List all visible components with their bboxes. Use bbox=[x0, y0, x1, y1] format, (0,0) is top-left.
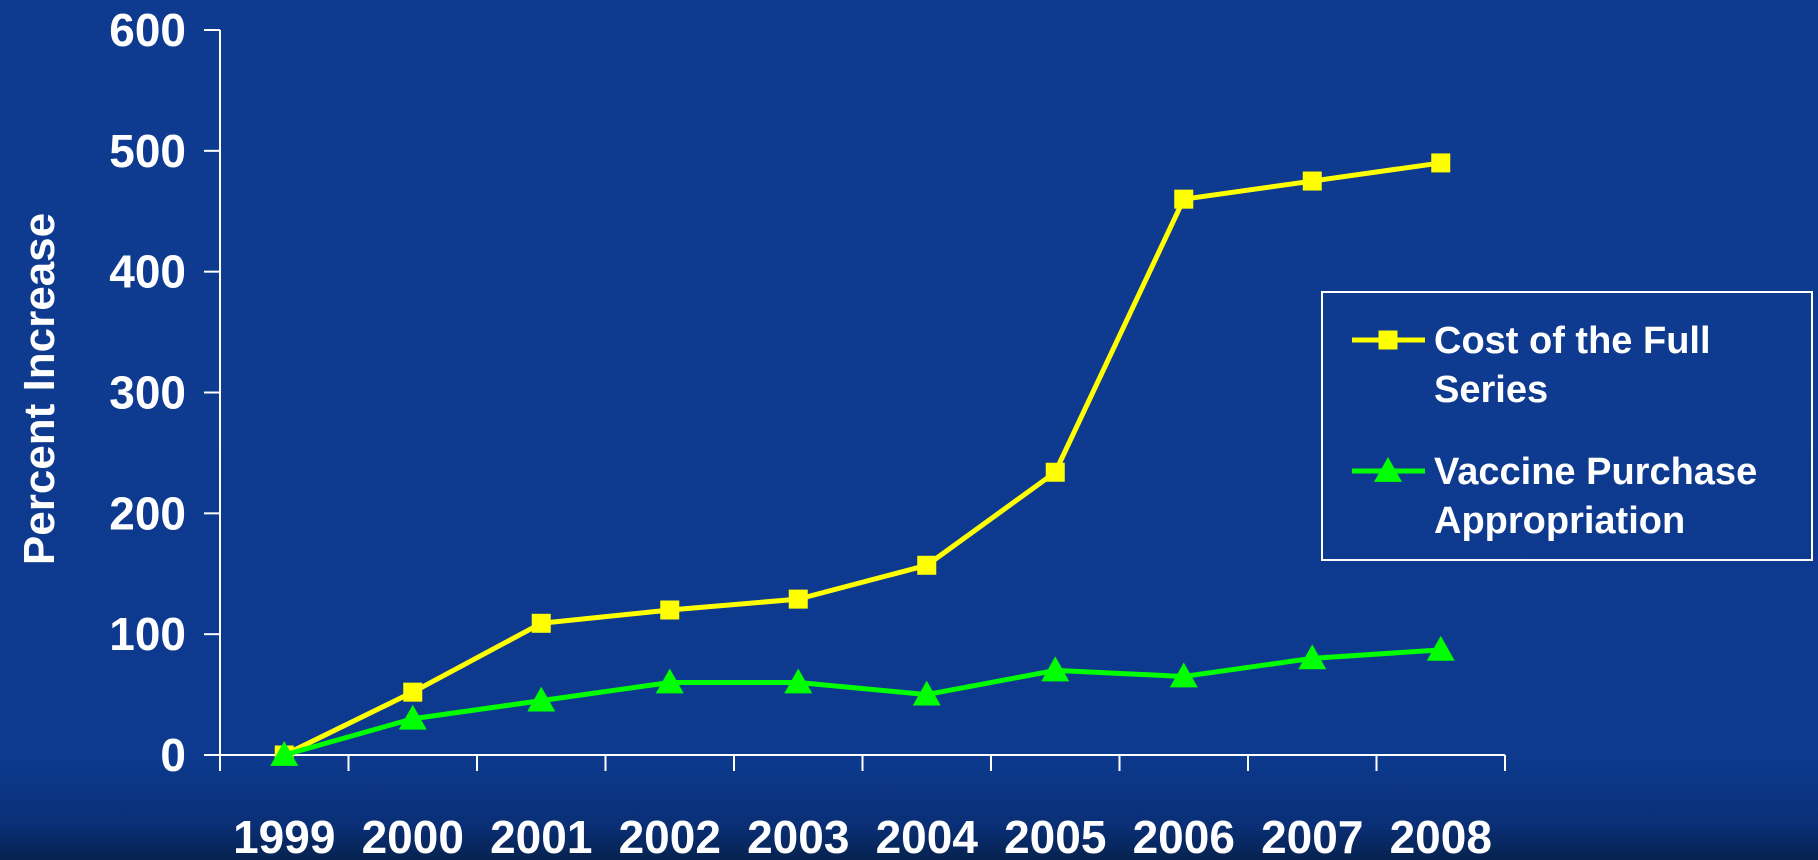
legend-cost-label: Cost of the Full bbox=[1434, 320, 1711, 362]
appropriation-series bbox=[270, 635, 1455, 766]
cost-series-point bbox=[1174, 189, 1194, 209]
legend-cost-label: Series bbox=[1434, 369, 1548, 411]
x-tick-label: 2005 bbox=[1004, 811, 1106, 860]
cost-series-point bbox=[1302, 171, 1322, 191]
legend-box bbox=[1321, 291, 1813, 561]
x-tick-label: 2001 bbox=[490, 811, 592, 860]
appropriation-series-point bbox=[1298, 644, 1327, 670]
appropriation-series-point bbox=[655, 668, 684, 694]
y-tick-label: 500 bbox=[109, 125, 186, 177]
cost-series-point bbox=[403, 682, 423, 702]
y-tick-label: 200 bbox=[109, 487, 186, 539]
x-tick-label: 2006 bbox=[1133, 811, 1235, 860]
appropriation-series-point bbox=[1426, 635, 1455, 661]
appropriation-series-line bbox=[283, 647, 1441, 758]
legend: Cost of the Full Series Vaccine Purchase Ap… bbox=[1321, 291, 1813, 561]
appropriation-series-point bbox=[527, 686, 556, 712]
y-tick-label: 100 bbox=[109, 608, 186, 660]
legend-cost-marker bbox=[1378, 330, 1398, 350]
x-tick-label: 2000 bbox=[362, 811, 464, 860]
appropriation-series-point bbox=[398, 704, 427, 730]
cost-series-point bbox=[788, 589, 808, 609]
cost-series-point bbox=[1045, 462, 1065, 482]
x-tick-label: 2007 bbox=[1261, 811, 1363, 860]
y-axis-title: Percent Increase bbox=[15, 213, 64, 565]
y-tick-label: 400 bbox=[109, 246, 186, 298]
cost-series-line bbox=[283, 160, 1442, 758]
y-tick-label: 300 bbox=[109, 367, 186, 419]
cost-series-point bbox=[660, 600, 680, 620]
y-axis-ticks: 0 100 200 300 400 500 600 bbox=[109, 4, 220, 781]
y-tick-label: 600 bbox=[109, 4, 186, 56]
x-tick-label: 1999 bbox=[233, 811, 335, 860]
appropriation-series-point bbox=[784, 668, 813, 694]
cost-series-point bbox=[1431, 153, 1451, 173]
x-tick-label: 2003 bbox=[747, 811, 849, 860]
x-tick-label: 2004 bbox=[876, 811, 979, 860]
legend-appropriation-label: Appropriation bbox=[1434, 500, 1685, 542]
x-tick-label: 2002 bbox=[619, 811, 721, 860]
legend-appropriation-marker bbox=[1374, 457, 1402, 482]
appropriation-series-point bbox=[1169, 662, 1198, 688]
x-tick-label: 2008 bbox=[1390, 811, 1492, 860]
series-layer bbox=[270, 153, 1455, 766]
appropriation-series-point bbox=[1041, 656, 1070, 682]
appropriation-series-point bbox=[270, 741, 299, 766]
legend-appropriation-label: Vaccine Purchase bbox=[1434, 451, 1757, 493]
cost-series-point bbox=[531, 613, 551, 633]
y-tick-label: 0 bbox=[160, 729, 186, 781]
x-axis-ticks: 1999 2000 2001 2002 2003 2004 2005 2006 2007 2008 bbox=[219, 755, 1506, 860]
cost-series-point bbox=[917, 555, 937, 575]
cost-series bbox=[274, 153, 1451, 765]
appropriation-series-point bbox=[912, 680, 941, 706]
